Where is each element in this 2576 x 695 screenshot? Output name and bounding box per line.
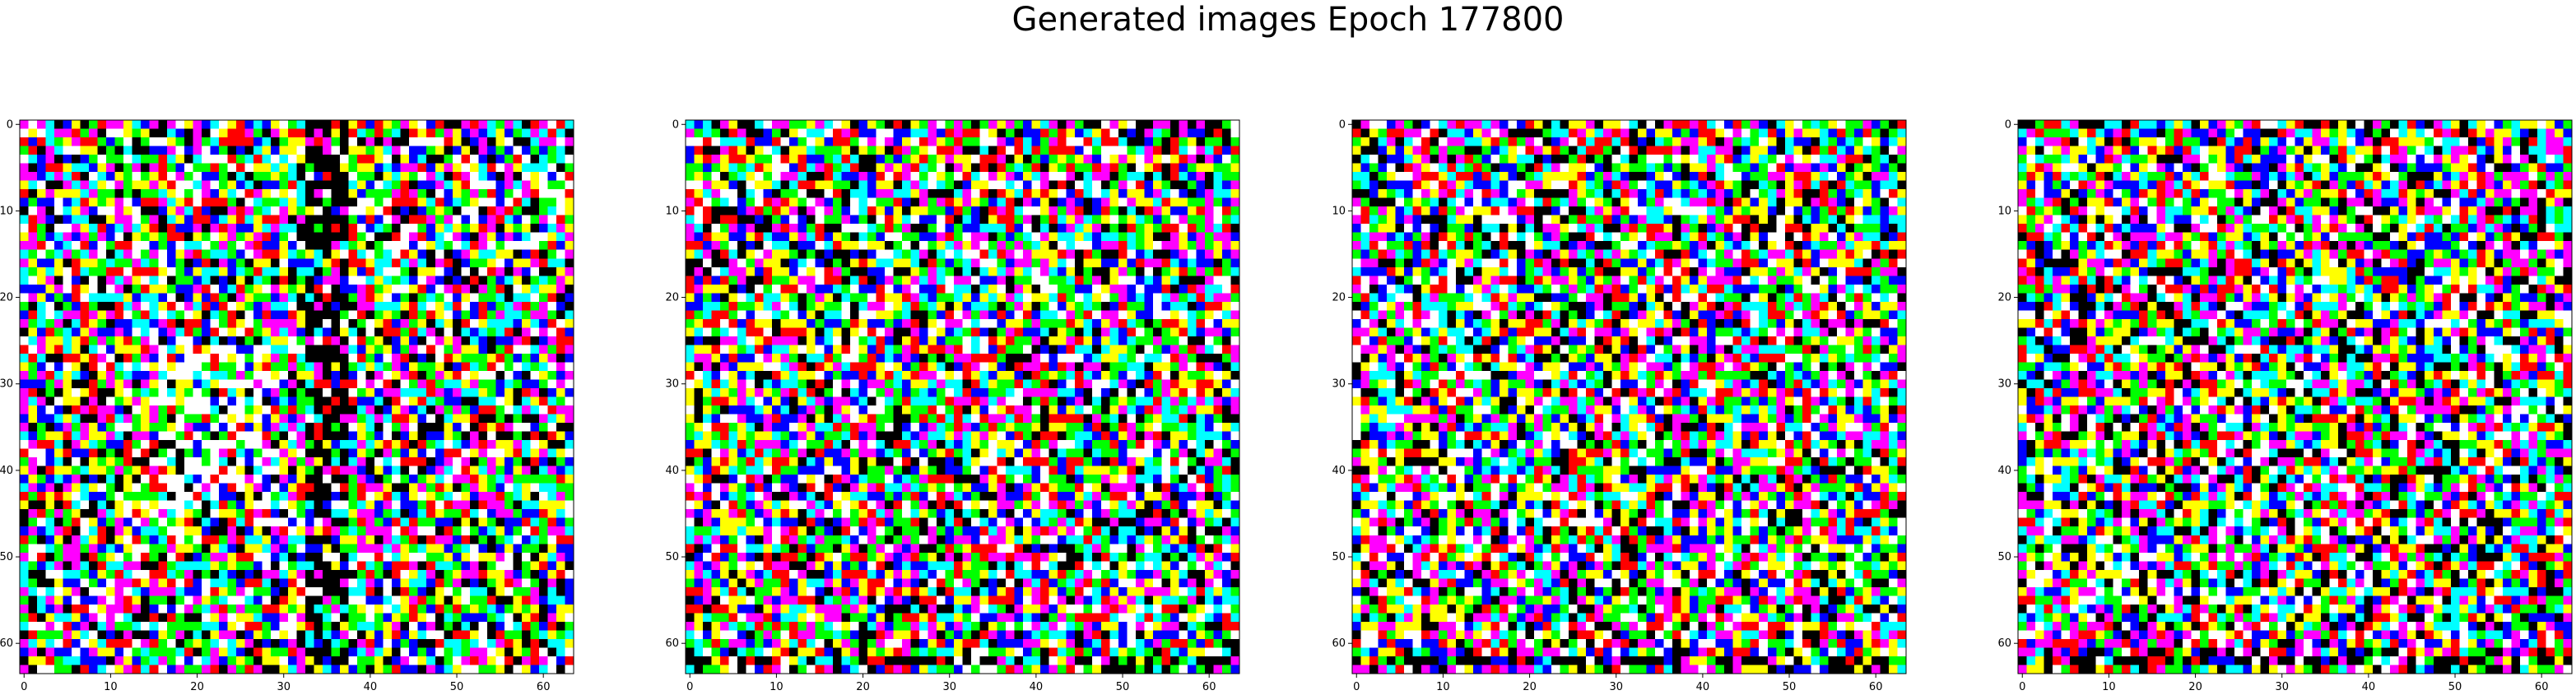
x-tick-label: 20 (856, 681, 870, 693)
axes-frame (2017, 119, 2573, 674)
generated-sample-2 (686, 120, 1240, 674)
image-panel-2: 0 10 20 30 40 50 60 0 10 20 30 40 50 60 (665, 118, 1240, 693)
y-tick-label: 60 (0, 637, 13, 650)
image-panel-3: 0 10 20 30 40 50 60 0 10 20 30 40 50 60 (1332, 118, 1907, 693)
y-tick-label: 20 (1997, 292, 2011, 304)
figure-title: Generated images Epoch 177800 (1011, 1, 1565, 39)
x-tick-label: 20 (2188, 681, 2202, 693)
y-tick-label: 60 (1332, 637, 1346, 650)
x-tick-label: 10 (1436, 681, 1450, 693)
y-tick-label: 0 (1339, 118, 1346, 131)
x-tick-label: 60 (1202, 681, 1216, 693)
y-tick-label: 40 (0, 465, 13, 477)
x-tick-label: 30 (2275, 681, 2289, 693)
x-tick-label: 10 (2102, 681, 2116, 693)
y-tick-label: 10 (1997, 205, 2011, 217)
x-tick-label: 50 (1116, 681, 1130, 693)
y-tick-label: 50 (665, 551, 679, 563)
image-panel-4: 0 10 20 30 40 50 60 0 10 20 30 40 50 60 (1997, 118, 2573, 693)
axes-frame (1351, 119, 1907, 674)
x-tick-label: 0 (2019, 681, 2025, 693)
x-tick-label: 0 (21, 681, 27, 693)
x-tick-label: 50 (2448, 681, 2462, 693)
x-tick-label: 30 (1609, 681, 1623, 693)
y-tick-label: 60 (665, 637, 679, 650)
x-tick-label: 60 (1869, 681, 1883, 693)
x-tick-label: 40 (1030, 681, 1044, 693)
y-tick-label: 10 (665, 205, 679, 217)
generated-sample-1 (20, 120, 574, 674)
x-tick-label: 40 (2362, 681, 2376, 693)
x-tick-label: 50 (450, 681, 464, 693)
x-tick-label: 30 (942, 681, 956, 693)
y-tick-label: 20 (0, 292, 13, 304)
x-tick-label: 40 (1696, 681, 1710, 693)
y-tick-label: 20 (665, 292, 679, 304)
x-tick-label: 50 (1783, 681, 1797, 693)
axes-frame (685, 119, 1240, 674)
y-tick-label: 40 (665, 465, 679, 477)
x-tick-label: 60 (2535, 681, 2549, 693)
y-tick-label: 50 (1997, 551, 2011, 563)
y-tick-label: 10 (0, 205, 13, 217)
y-tick-label: 50 (1332, 551, 1346, 563)
y-tick-label: 30 (1332, 378, 1346, 391)
y-tick-label: 0 (7, 118, 13, 131)
x-tick-label: 30 (277, 681, 291, 693)
y-tick-label: 40 (1997, 465, 2011, 477)
y-tick-label: 30 (1997, 378, 2011, 391)
x-tick-label: 40 (364, 681, 378, 693)
y-tick-label: 0 (2005, 118, 2011, 131)
generated-sample-4 (2018, 120, 2573, 674)
x-tick-label: 10 (770, 681, 783, 693)
x-tick-label: 60 (537, 681, 551, 693)
y-tick-label: 30 (0, 378, 13, 391)
y-tick-label: 0 (672, 118, 679, 131)
y-tick-label: 10 (1332, 205, 1346, 217)
generated-sample-3 (1352, 120, 1907, 674)
x-tick-label: 0 (1353, 681, 1360, 693)
x-tick-label: 10 (104, 681, 118, 693)
x-tick-label: 0 (686, 681, 693, 693)
y-tick-label: 20 (1332, 292, 1346, 304)
axes-frame (19, 119, 574, 674)
y-tick-label: 30 (665, 378, 679, 391)
image-panel-1: 0 10 20 30 40 50 60 0 10 20 30 40 50 60 (0, 118, 574, 693)
x-tick-label: 20 (190, 681, 204, 693)
y-tick-label: 50 (0, 551, 13, 563)
y-tick-label: 40 (1332, 465, 1346, 477)
y-tick-label: 60 (1997, 637, 2011, 650)
x-tick-label: 20 (1523, 681, 1537, 693)
